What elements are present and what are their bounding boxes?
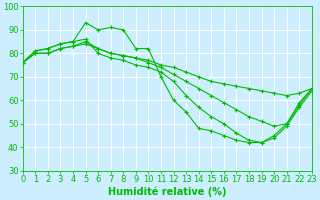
X-axis label: Humidité relative (%): Humidité relative (%) bbox=[108, 187, 227, 197]
